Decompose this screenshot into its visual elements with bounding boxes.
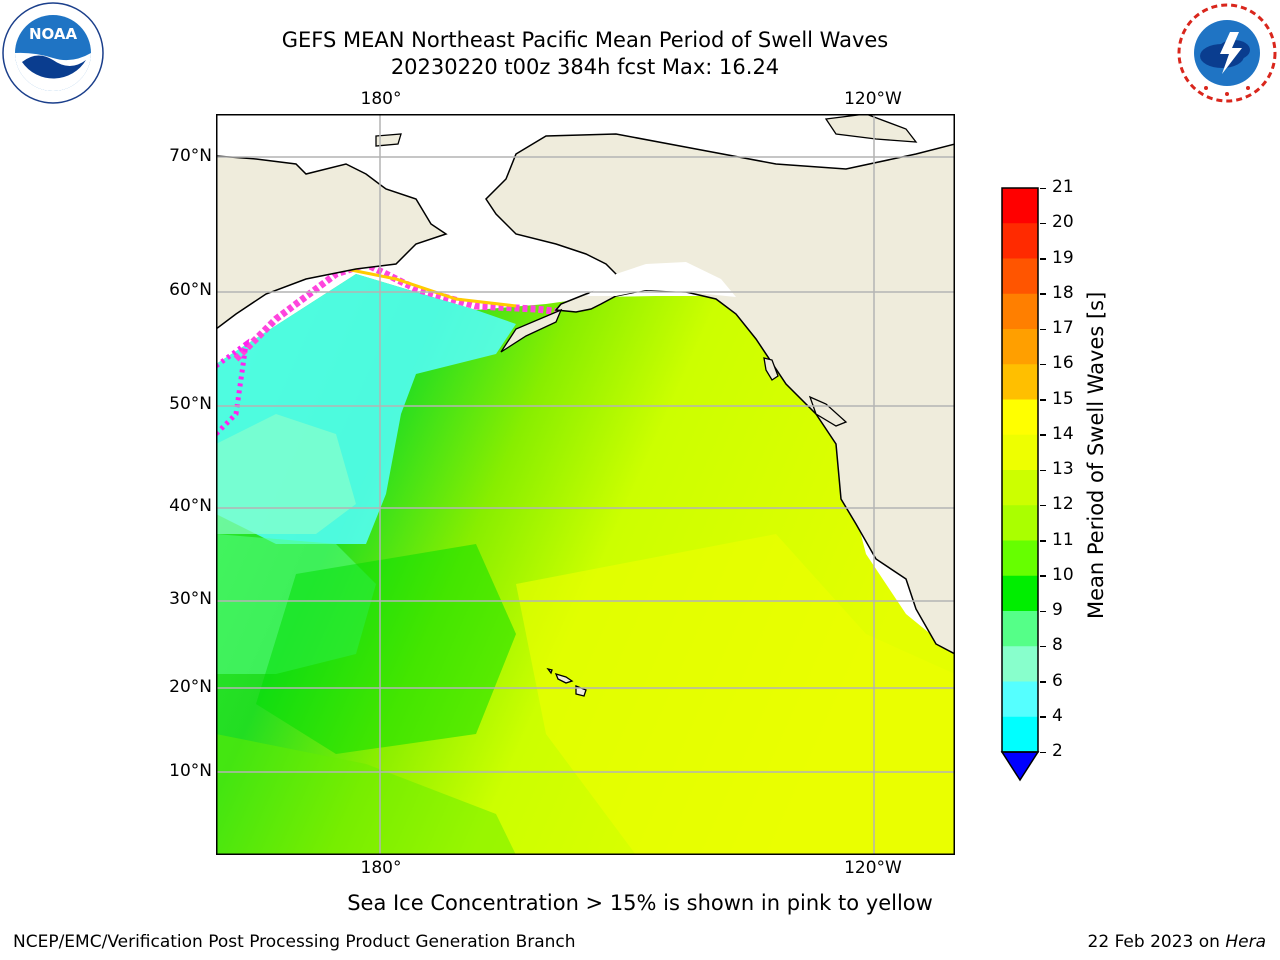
footer-date-text: 22 Feb 2023 on [1087,932,1226,952]
colorbar-tick-label: 15 [1052,388,1074,409]
colorbar-tick-label: 11 [1052,529,1074,550]
colorbar-tick-label: 8 [1052,635,1063,656]
colorbar-segment [1002,716,1038,753]
colorbar-tick [1040,751,1046,753]
lat-label-30n: 30°N [169,589,212,609]
land-alaska-peninsula [500,308,563,353]
colorbar-tick [1040,328,1046,330]
colorbar-tick [1040,575,1046,577]
lat-label-50n: 50°N [169,394,212,414]
colorbar-tick-label: 2 [1052,741,1063,761]
map-title-line1: GEFS MEAN Northeast Pacific Mean Period … [281,28,889,52]
colorbar-tick-label: 19 [1052,247,1074,268]
colorbar-tick [1040,399,1046,401]
footer-credit: NCEP/EMC/Verification Post Processing Pr… [13,932,576,952]
colorbar-segment [1002,434,1038,471]
footer-machine: Hera [1225,932,1266,952]
colorbar-segment [1002,646,1038,682]
nws-logo [1176,2,1278,104]
lon-label-top-120w: 120°W [844,89,902,109]
colorbar-tick-label: 6 [1052,670,1063,691]
colorbar-tick [1040,258,1046,260]
map-plot [214,113,956,855]
colorbar-tick-label: 9 [1052,600,1063,620]
colorbar-segment [1002,611,1038,647]
colorbar [1000,186,1040,786]
lat-label-20n: 20°N [169,677,212,697]
noaa-logo: NOAA [2,2,104,104]
colorbar-segment [1002,681,1038,718]
colorbar-tick-label: 18 [1052,282,1074,303]
sea-ice-fringe [233,260,562,362]
lat-label-60n: 60°N [169,280,212,300]
colorbar-tick [1040,645,1046,648]
colorbar-tick [1040,187,1046,189]
land-north-america [485,133,956,656]
colorbar-tick-label: 10 [1052,564,1074,585]
lat-label-40n: 40°N [169,496,212,516]
colorbar-tick-label: 21 [1052,177,1074,197]
colorbar-tick-label: 14 [1052,423,1074,444]
colorbar-segment [1002,470,1038,506]
colorbar-segment [1002,399,1038,436]
noaa-logo-text: NOAA [29,25,78,43]
colorbar-segment [1002,575,1038,612]
colorbar-tick [1040,540,1046,542]
colorbar-tick [1040,716,1046,718]
colorbar-segment [1002,293,1038,330]
colorbar-tick [1040,504,1046,507]
colorbar-tick [1040,610,1046,612]
lat-label-70n: 70°N [169,146,212,166]
colorbar-segment [1002,505,1038,541]
lon-label-bottom-120w: 120°W [844,858,902,878]
map-title-line2: 20230220 t00z 384h fcst Max: 16.24 [390,55,780,79]
colorbar-tick-label: 20 [1052,212,1074,233]
colorbar-segment [1002,258,1038,295]
colorbar-tick-label: 4 [1052,705,1063,726]
colorbar-tick [1040,363,1046,366]
colorbar-tick [1040,222,1046,225]
colorbar-tick-label: 16 [1052,353,1074,374]
land-siberia [215,155,448,331]
colorbar-tick-label: 13 [1052,459,1074,479]
colorbar-segment [1002,223,1038,259]
sea-ice-note: Sea Ice Concentration > 15% is shown in … [347,891,933,915]
colorbar-tick [1040,469,1046,471]
lat-label-10n: 10°N [169,761,212,781]
graticule [216,114,955,855]
footer-date: 22 Feb 2023 on Hera [1088,932,1266,952]
lon-label-bottom-180: 180° [360,858,402,878]
colorbar-tick [1040,681,1046,683]
colorbar-segment [1002,540,1038,577]
land-vancouver-island [808,395,848,427]
colorbar-segment [1002,188,1038,224]
colorbar-extend-arrow [1000,751,1040,782]
colorbar-tick [1040,434,1046,436]
colorbar-title: Mean Period of Swell Waves [s] [1084,291,1108,619]
lon-label-top-180: 180° [360,89,402,109]
colorbar-segment [1002,329,1038,365]
colorbar-tick-label: 17 [1052,318,1074,338]
colorbar-tick [1040,293,1046,295]
colorbar-tick-label: 12 [1052,494,1074,515]
colorbar-segment [1002,364,1038,400]
